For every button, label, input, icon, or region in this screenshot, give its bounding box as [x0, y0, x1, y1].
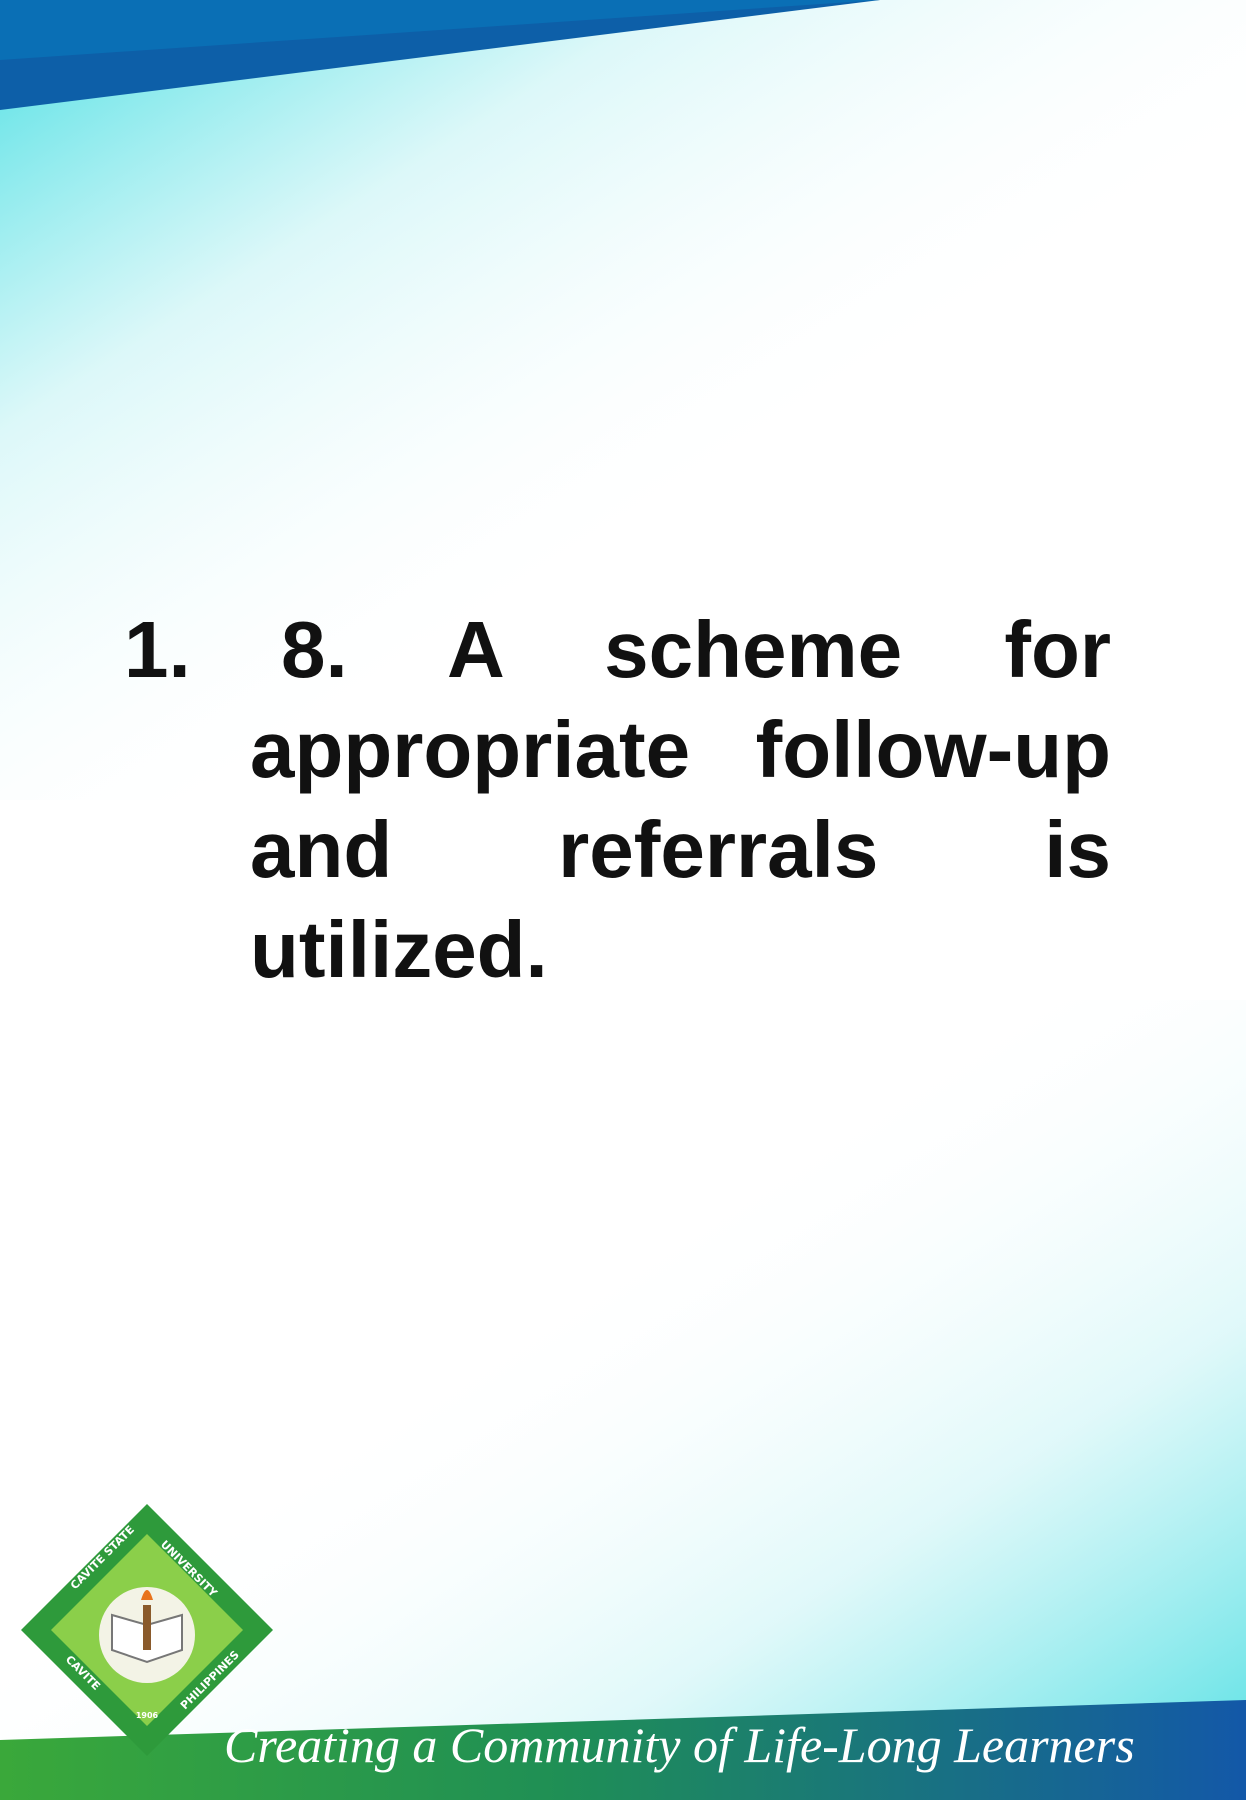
list-item-text: 8. A scheme for appropriate follow-up an…: [250, 605, 1111, 994]
tagline: Creating a Community of Life-Long Learne…: [224, 1717, 1135, 1773]
list-number: 1.: [124, 605, 191, 694]
logo-text: 1906: [136, 1711, 159, 1720]
